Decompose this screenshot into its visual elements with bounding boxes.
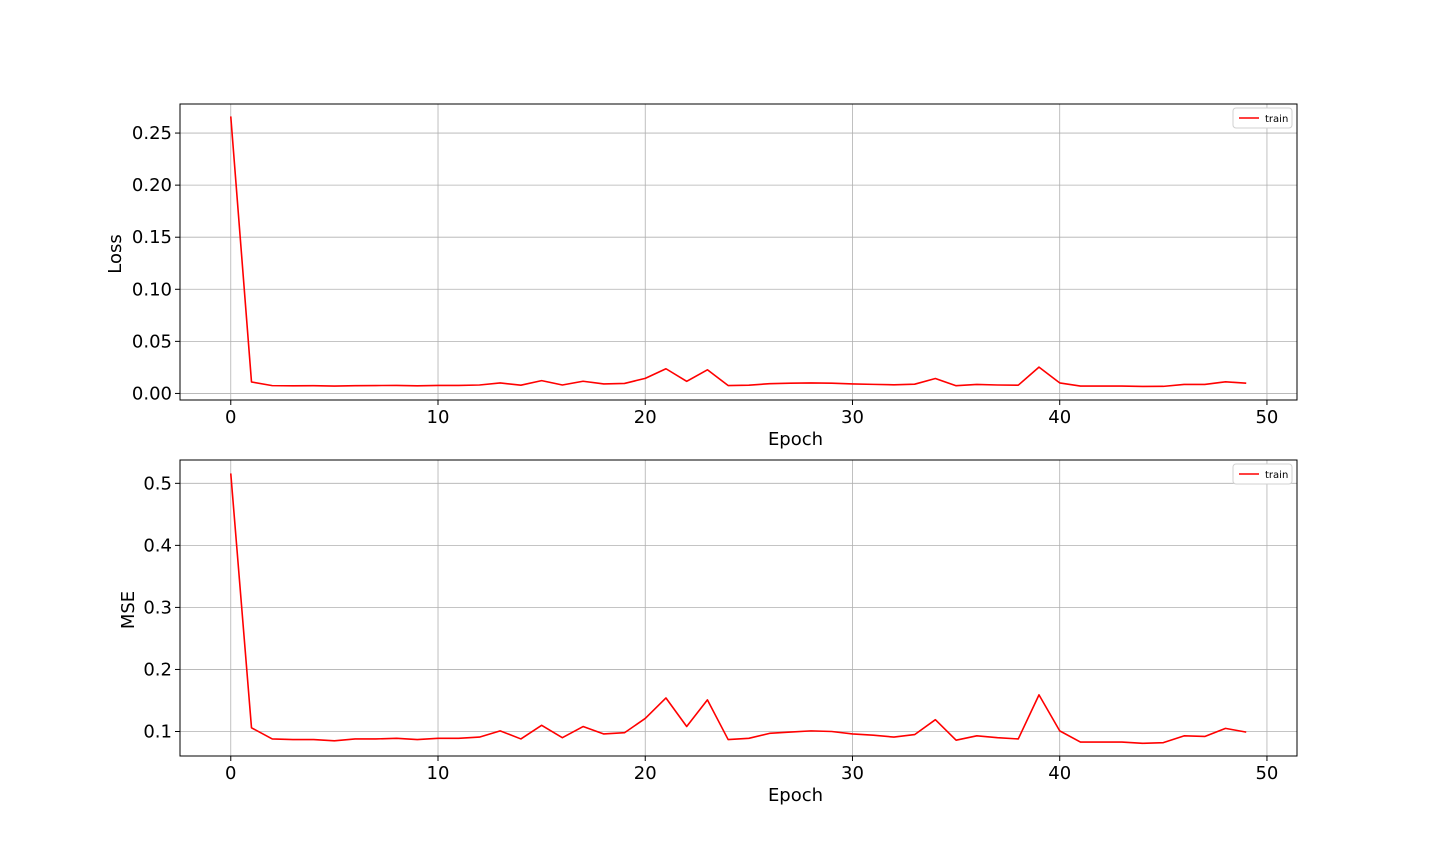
legend-box: [1232, 107, 1293, 129]
y-axis-label: MSE: [118, 591, 139, 629]
plot-area: [180, 104, 1297, 400]
y-tick-label: 0.5: [143, 473, 172, 494]
legend-label: train: [1265, 114, 1288, 125]
x-tick-label: 20: [634, 763, 657, 784]
x-tick-label: 0: [225, 763, 236, 784]
x-tick-label: 40: [1048, 407, 1071, 428]
x-tick-label: 0: [225, 407, 236, 428]
x-tick-label: 50: [1255, 407, 1278, 428]
legend-label: train: [1265, 470, 1288, 481]
x-tick-label: 40: [1048, 763, 1071, 784]
x-tick-label: 50: [1255, 763, 1278, 784]
y-tick-label: 0.15: [132, 227, 172, 248]
legend: train: [1232, 463, 1293, 485]
y-tick-label: 0.4: [143, 535, 172, 556]
y-tick-label: 0.00: [132, 383, 172, 404]
x-axis-label: Epoch: [768, 785, 823, 806]
plot-area: [180, 460, 1297, 756]
series-line-0: [229, 116, 1247, 388]
x-tick-label: 10: [427, 763, 450, 784]
x-tick-label: 10: [427, 407, 450, 428]
y-tick-label: 0.20: [132, 175, 172, 196]
x-tick-label: 20: [634, 407, 657, 428]
series-line-0: [229, 473, 1247, 745]
y-tick-label: 0.3: [143, 597, 172, 618]
legend: train: [1232, 107, 1293, 129]
y-tick-label: 0.1: [143, 721, 172, 742]
x-tick-label: 30: [841, 763, 864, 784]
axes-frame: [179, 103, 1298, 401]
y-tick-label: 0.10: [132, 279, 172, 300]
y-tick-label: 0.25: [132, 123, 172, 144]
axes-frame: [179, 459, 1298, 757]
y-axis-label: Loss: [105, 234, 126, 273]
y-tick-label: 0.05: [132, 331, 172, 352]
x-axis-label: Epoch: [768, 429, 823, 450]
x-tick-label: 30: [841, 407, 864, 428]
legend-box: [1232, 463, 1293, 485]
y-tick-label: 0.2: [143, 659, 172, 680]
chart-panel-1: 0 10 20 30 40 50 0.00 0.05 0.10 0.15 0.20 0.25 Epoch…: [105, 103, 1298, 450]
chart-panel-2: 0 10 20 30 40 50 0.1 0.2 0.3 0.4 0.5 Epoch MSE train: [118, 459, 1298, 806]
